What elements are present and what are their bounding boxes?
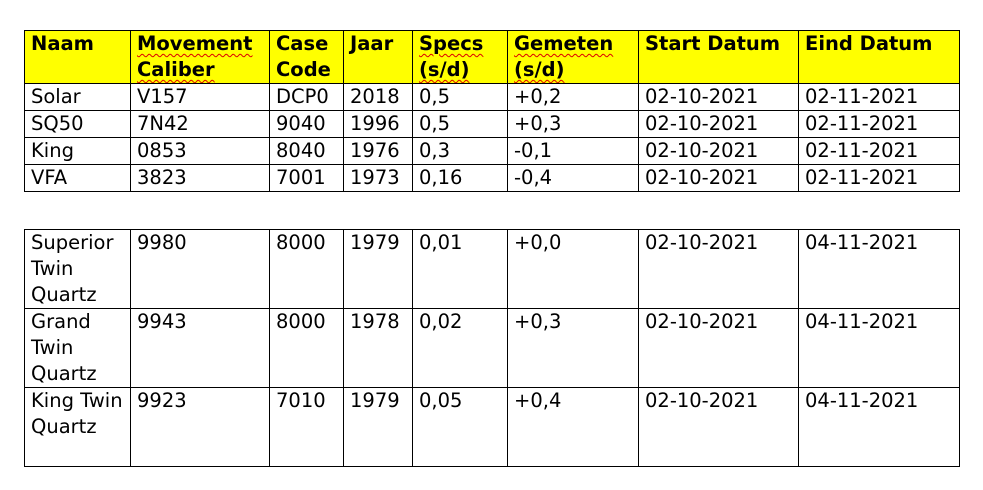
- table-row: VFA 3823 7001 1973 0,16 -0,4 02-10-2021 02-11-2…: [24, 164, 960, 192]
- table-cell: DCP0: [269, 83, 344, 111]
- table-cell: 1973: [343, 164, 413, 192]
- table-cell: 04-11-2021: [798, 229, 960, 309]
- table-cell: 0,02: [412, 308, 508, 388]
- table-cell: -0,4: [507, 164, 639, 192]
- table-cell: +0,2: [507, 83, 639, 111]
- table-cell: +0,3: [507, 308, 639, 388]
- table-cell: +0,3: [507, 110, 639, 138]
- table-cell: 2018: [343, 83, 413, 111]
- table-cell: 02-11-2021: [798, 164, 960, 192]
- table-row: Solar V157 DCP0 2018 0,5 +0,2 02-10-2021 02-11-…: [24, 83, 960, 111]
- table-cell: -0,1: [507, 137, 639, 165]
- table-cell: 02-10-2021: [638, 83, 799, 111]
- table-cell: 3823: [130, 164, 270, 192]
- table-cell: 9980: [130, 229, 270, 309]
- header-cell: Case Code: [269, 30, 344, 84]
- header-cell: Naam: [24, 30, 131, 84]
- table-cell: 02-10-2021: [638, 164, 799, 192]
- table-cell: 0,3: [412, 137, 508, 165]
- table-row: King Twin Quartz 9923 7010 1979 0,05 +0,4 02-1…: [24, 387, 960, 467]
- table-row: Grand Twin Quartz 9943 8000 1978 0,02 +0,3 02-…: [24, 308, 960, 388]
- table-cell: 1978: [343, 308, 413, 388]
- table-cell: 8040: [269, 137, 344, 165]
- table-cell: 1976: [343, 137, 413, 165]
- table-cell: Solar: [24, 83, 131, 111]
- table-top: Naam Movement Caliber Case Code Jaar Specs (…: [24, 30, 960, 192]
- table-cell: SQ50: [24, 110, 131, 138]
- table-cell: +0,4: [507, 387, 639, 467]
- table-cell: 02-10-2021: [638, 229, 799, 309]
- table-cell: Grand Twin Quartz: [24, 308, 131, 388]
- table-cell: 9943: [130, 308, 270, 388]
- table-cell: 7001: [269, 164, 344, 192]
- header-cell: Eind Datum: [798, 30, 960, 84]
- table-cell: 9040: [269, 110, 344, 138]
- table-cell: 04-11-2021: [798, 387, 960, 467]
- table-cell: 02-11-2021: [798, 83, 960, 111]
- header-cell: Movement Caliber: [130, 30, 270, 84]
- table-cell: 0,05: [412, 387, 508, 467]
- table-cell: 9923: [130, 387, 270, 467]
- table-row: SQ50 7N42 9040 1996 0,5 +0,3 02-10-2021 02-11-2…: [24, 110, 960, 138]
- table-cell: 7010: [269, 387, 344, 467]
- table-cell: 8000: [269, 308, 344, 388]
- table-cell: 02-10-2021: [638, 137, 799, 165]
- table-cell: 1979: [343, 387, 413, 467]
- table-cell: Superior Twin Quartz: [24, 229, 131, 309]
- table-cell: 0853: [130, 137, 270, 165]
- table-cell: 0,5: [412, 83, 508, 111]
- table-cell: 0,5: [412, 110, 508, 138]
- header-cell: Specs (s/d): [412, 30, 508, 84]
- table-cell: King Twin Quartz: [24, 387, 131, 467]
- table-cell: King: [24, 137, 131, 165]
- table-cell: 02-11-2021: [798, 137, 960, 165]
- table-cell: 1979: [343, 229, 413, 309]
- header-cell: Gemeten (s/d): [507, 30, 639, 84]
- table-cell: 04-11-2021: [798, 308, 960, 388]
- table-cell: 1996: [343, 110, 413, 138]
- table-row: Superior Twin Quartz 9980 8000 1979 0,01 +0,0…: [24, 229, 960, 309]
- table-cell: 0,01: [412, 229, 508, 309]
- table-cell: 8000: [269, 229, 344, 309]
- header-cell: Start Datum: [638, 30, 799, 84]
- table-cell: +0,0: [507, 229, 639, 309]
- table-row: King 0853 8040 1976 0,3 -0,1 02-10-2021 02-11-2…: [24, 137, 960, 165]
- table-cell: VFA: [24, 164, 131, 192]
- table-cell: 7N42: [130, 110, 270, 138]
- header-row: Naam Movement Caliber Case Code Jaar Specs (…: [24, 30, 960, 84]
- table-cell: 0,16: [412, 164, 508, 192]
- table-cell: 02-10-2021: [638, 110, 799, 138]
- table-cell: V157: [130, 83, 270, 111]
- table-cell: 02-10-2021: [638, 308, 799, 388]
- header-cell: Jaar: [343, 30, 413, 84]
- table-cell: 02-11-2021: [798, 110, 960, 138]
- table-bottom: Superior Twin Quartz 9980 8000 1979 0,01 +0,0…: [24, 229, 960, 467]
- table-cell: 02-10-2021: [638, 387, 799, 467]
